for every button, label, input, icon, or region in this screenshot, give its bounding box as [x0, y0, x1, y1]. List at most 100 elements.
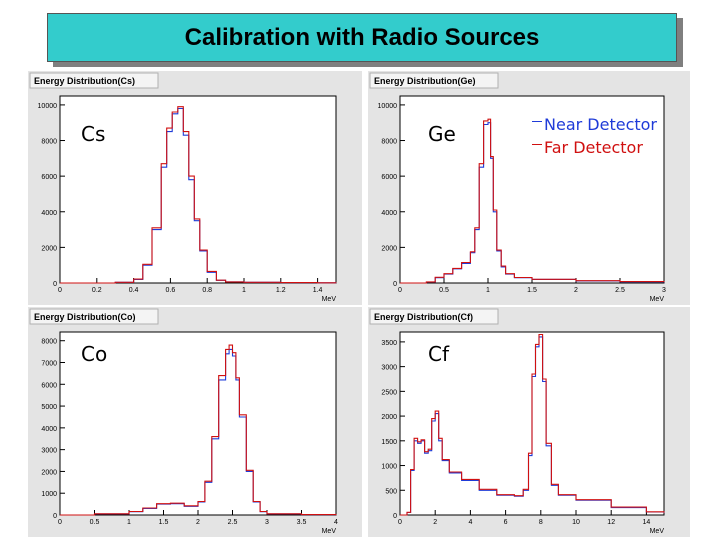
chart-title: Energy Distribution(Ge): [374, 76, 476, 86]
x-tick-label: 3: [265, 519, 269, 526]
y-tick-label: 2000: [381, 414, 397, 421]
legend: Near Detector Far Detector: [532, 113, 657, 159]
chart-svg-cf: Energy Distribution(Cf) 0 500 1000 1500 2000 2…: [369, 308, 665, 535]
x-tick-label: 1.2: [276, 287, 286, 294]
chart-svg-cs: Energy Distribution(Cs) 0 2000 4000 6000 8000…: [29, 72, 337, 303]
slide-title: Calibration with Radio Sources: [184, 23, 540, 51]
x-tick-label: 8: [539, 519, 543, 526]
y-tick-label: 2000: [381, 245, 397, 252]
x-axis-label: MeV: [650, 296, 665, 303]
y-tick-label: 0: [393, 513, 397, 520]
x-tick-label: 1.5: [159, 519, 169, 526]
x-tick-label: 2: [196, 519, 200, 526]
legend-label-far: Far Detector: [544, 138, 643, 157]
chart-panel-cf: Energy Distribution(Cf) 0 500 1000 1500 2000 2…: [367, 306, 690, 537]
legend-swatch-near: [532, 121, 542, 122]
y-tick-label: 3000: [41, 448, 57, 455]
chart-panel-co: Energy Distribution(Co) 0 1000 2000 3000 4000…: [27, 306, 362, 537]
x-tick-label: 1.4: [313, 287, 323, 294]
x-tick-label: 1: [486, 287, 490, 294]
x-tick-label: 1: [242, 287, 246, 294]
chart-panel-ge: Energy Distribution(Ge) 0 2000 4000 6000 8000…: [367, 70, 690, 305]
y-tick-label: 1000: [41, 491, 57, 498]
y-tick-label: 1500: [381, 439, 397, 446]
y-tick-label: 4000: [41, 210, 57, 217]
y-tick-label: 6000: [381, 174, 397, 181]
x-tick-label: 6: [504, 519, 508, 526]
x-tick-label: 0: [58, 519, 62, 526]
y-tick-label: 10000: [378, 103, 398, 110]
y-tick-label: 8000: [41, 339, 57, 346]
x-axis-label: MeV: [322, 528, 337, 535]
x-tick-label: 0.5: [439, 287, 449, 294]
x-tick-label: 1.5: [527, 287, 537, 294]
x-tick-label: 4: [468, 519, 472, 526]
legend-item-near: Near Detector: [532, 113, 657, 136]
source-label: Cs: [81, 122, 105, 146]
x-tick-label: 2: [433, 519, 437, 526]
series-line-far: [60, 106, 337, 284]
x-tick-label: 10: [572, 519, 580, 526]
y-tick-label: 10000: [38, 103, 58, 110]
y-tick-label: 3000: [381, 365, 397, 372]
x-axis-label: MeV: [650, 528, 665, 535]
y-tick-label: 500: [385, 488, 397, 495]
source-label: Cf: [428, 342, 450, 366]
series-line-far: [60, 344, 337, 516]
y-tick-label: 4000: [41, 426, 57, 433]
y-tick-label: 6000: [41, 174, 57, 181]
series-line-far: [400, 333, 665, 516]
legend-label-near: Near Detector: [544, 115, 657, 134]
x-tick-label: 0: [398, 287, 402, 294]
y-tick-label: 0: [53, 281, 57, 288]
chart-title-box: [29, 308, 159, 325]
chart-title-box: [29, 72, 159, 89]
x-tick-label: 12: [607, 519, 615, 526]
legend-swatch-far: [532, 144, 542, 145]
chart-title: Energy Distribution(Co): [34, 312, 136, 322]
chart-title: Energy Distribution(Cs): [34, 76, 135, 86]
x-tick-label: 3.5: [297, 519, 307, 526]
x-tick-label: 0.6: [166, 287, 176, 294]
y-tick-label: 4000: [381, 210, 397, 217]
plot-area: [59, 95, 337, 284]
y-tick-label: 2000: [41, 469, 57, 476]
y-tick-label: 8000: [381, 139, 397, 146]
x-tick-label: 14: [643, 519, 651, 526]
x-tick-label: 2.5: [228, 519, 238, 526]
chart-svg-co: Energy Distribution(Co) 0 1000 2000 3000 4000…: [29, 308, 338, 535]
chart-title-box: [369, 308, 499, 325]
chart-title: Energy Distribution(Cf): [374, 312, 473, 322]
y-tick-label: 1000: [381, 464, 397, 471]
title-box: Calibration with Radio Sources: [47, 13, 677, 62]
x-tick-label: 1: [127, 519, 131, 526]
x-tick-label: 0: [398, 519, 402, 526]
chart-title-box: [369, 72, 499, 89]
series-line-far: [400, 118, 665, 284]
y-tick-label: 0: [393, 281, 397, 288]
x-axis-label: MeV: [322, 296, 337, 303]
y-tick-label: 2000: [41, 245, 57, 252]
x-tick-label: 3: [662, 287, 666, 294]
y-tick-label: 5000: [41, 404, 57, 411]
x-tick-label: 0.8: [202, 287, 212, 294]
x-tick-label: 2.5: [615, 287, 625, 294]
y-tick-label: 8000: [41, 139, 57, 146]
y-tick-label: 3500: [381, 340, 397, 347]
legend-item-far: Far Detector: [532, 136, 657, 159]
chart-svg-ge: Energy Distribution(Ge) 0 2000 4000 6000 8000…: [369, 72, 666, 303]
x-tick-label: 4: [334, 519, 338, 526]
plot-area: [59, 331, 337, 516]
x-tick-label: 0: [58, 287, 62, 294]
plot-area: [399, 95, 665, 284]
y-tick-label: 2500: [381, 389, 397, 396]
y-tick-label: 0: [53, 513, 57, 520]
chart-panel-cs: Energy Distribution(Cs) 0 2000 4000 6000 8000…: [27, 70, 362, 305]
x-tick-label: 2: [574, 287, 578, 294]
x-tick-label: 0.4: [129, 287, 139, 294]
source-label: Ge: [428, 122, 456, 146]
y-tick-label: 6000: [41, 382, 57, 389]
source-label: Co: [81, 342, 107, 366]
y-tick-label: 7000: [41, 361, 57, 368]
x-tick-label: 0.2: [92, 287, 102, 294]
